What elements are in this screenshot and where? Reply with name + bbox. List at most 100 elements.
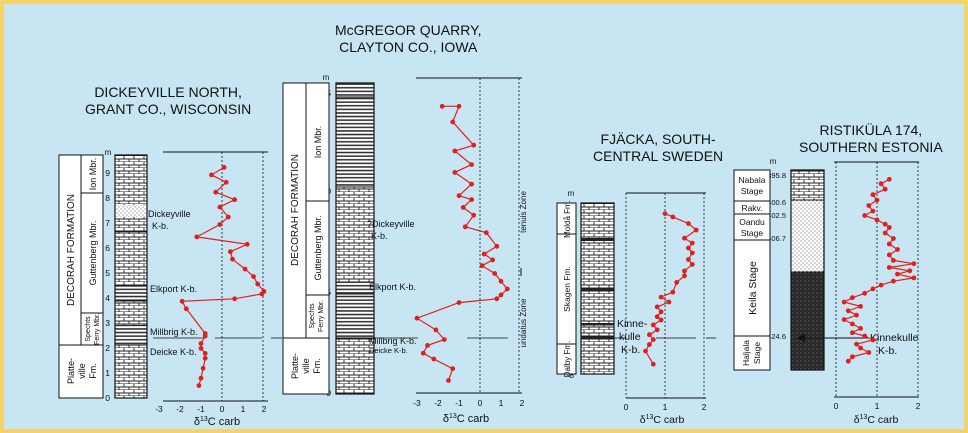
ristikula-lithology-column xyxy=(790,169,825,371)
data-point xyxy=(886,252,892,258)
mcgregor-kb-labels: ?Dickeyville K-b. Elkport K-b. Millbrig … xyxy=(367,219,508,355)
deicke-kb-label: Deicke K-b. xyxy=(150,347,197,357)
data-point xyxy=(456,103,462,109)
data-point xyxy=(200,365,206,371)
x-tick: 2 xyxy=(520,398,525,408)
mcgregor-title: McGREGOR QUARRY, CLAYTON CO., IOWA xyxy=(335,22,482,56)
data-point xyxy=(471,142,477,148)
dickeyville-depth-unit: m xyxy=(105,148,112,157)
dickeyville-panel: m 0 1 2 3 4 5 6 7 8 9 xyxy=(58,148,282,428)
data-point xyxy=(647,332,652,338)
keila-stage: Keila Stage xyxy=(747,261,759,315)
data-point xyxy=(228,249,233,255)
millbrig-kb-label: Millbrig K-b. xyxy=(150,327,198,337)
mcgregor-spechts-line2: Ferry Mbr. xyxy=(318,300,325,332)
data-point xyxy=(845,308,851,314)
data-point xyxy=(439,103,445,109)
data-point xyxy=(870,192,876,198)
dickeyville-title-line2: GRANT CO., WISCONSIN xyxy=(85,101,252,117)
dickeyville-kb-labels: Dickeyville K-b. Elkport K-b. Millbrig K… xyxy=(148,209,282,357)
rakvere-stage: Rakv. xyxy=(741,203,762,213)
data-point xyxy=(654,314,660,320)
data-point xyxy=(255,281,261,287)
depth-tick: 5 xyxy=(105,268,110,278)
haljala-stage-line1: Haljala xyxy=(741,340,751,366)
data-point xyxy=(666,299,672,305)
data-point xyxy=(866,350,872,355)
data-point xyxy=(251,274,256,279)
depth-tick: 400.6 xyxy=(767,198,786,207)
mcgregor-isotope-series xyxy=(414,103,510,383)
data-point xyxy=(202,355,208,361)
data-point xyxy=(471,212,477,218)
data-point xyxy=(895,247,900,252)
data-point xyxy=(674,280,680,285)
data-point xyxy=(886,176,892,182)
ristikula-title-line2: SOUTHERN ESTONIA xyxy=(799,139,943,155)
data-point xyxy=(854,312,859,318)
dickeyville-platteville-line2: ville xyxy=(77,363,87,379)
data-point xyxy=(225,214,231,220)
depth-tick: 4 xyxy=(105,293,110,303)
data-point xyxy=(441,337,447,342)
mcgregor-ion-member: Ion Mbr. xyxy=(313,126,323,159)
nabala-stage-line1: Nabala xyxy=(739,175,766,185)
data-point xyxy=(686,221,691,226)
elkport-kb-label: Elkport K-b. xyxy=(369,282,416,292)
dickeyville-chart: -3 -2 -1 0 1 2 δ13C carb xyxy=(155,151,268,428)
millbrig-kb-label: Millbrig K-b. xyxy=(369,336,417,346)
molda-formation: Moldå Fm. xyxy=(563,200,572,238)
dickeyville-spechts-line2: Ferry Mbr. xyxy=(94,313,101,345)
oandu-stage-line2: Stage xyxy=(741,228,763,238)
data-point xyxy=(882,186,888,192)
data-point xyxy=(870,337,876,343)
data-point xyxy=(446,378,451,383)
data-point xyxy=(850,295,855,301)
depth-tick: -8 xyxy=(566,370,574,380)
data-point xyxy=(221,165,227,170)
x-tick: 1 xyxy=(663,402,668,412)
x-tick: 0 xyxy=(624,402,629,412)
data-point xyxy=(209,172,214,178)
mcgregor-spechts-line1: Spechts xyxy=(309,303,316,329)
x-tick: 1 xyxy=(499,398,504,408)
data-point xyxy=(647,342,652,347)
mcgregor-guttenberg-member: Guttenberg Mbr. xyxy=(313,215,323,280)
mcgregor-title-line1: McGREGOR QUARRY, xyxy=(335,22,482,38)
depth-tick: 424.6 xyxy=(767,332,786,341)
data-point xyxy=(450,366,456,372)
tenuis-zone-label: tenuis Zone xyxy=(519,191,528,233)
fjacka-x-axis-label: δ13C carb xyxy=(640,414,685,426)
data-point xyxy=(682,235,687,241)
fjacka-isotope-series xyxy=(643,211,699,367)
data-point xyxy=(882,230,888,236)
data-point xyxy=(662,211,668,217)
data-point xyxy=(469,162,474,168)
dalby-formation: Dalby Fm. xyxy=(563,341,572,377)
kinnekulle-kb-label: kulle xyxy=(619,331,641,343)
ristikula-strat-boxes: Nabala Stage Rakv. Oandu Stage Keila Sta… xyxy=(733,169,771,371)
depth-tick: 9 xyxy=(105,168,110,178)
data-point xyxy=(202,333,208,339)
data-point xyxy=(845,358,851,364)
dickeyville-platteville-line1: Platte- xyxy=(66,358,76,384)
data-point xyxy=(658,294,664,300)
data-point xyxy=(854,341,859,347)
data-point xyxy=(481,251,487,257)
data-point xyxy=(450,119,456,125)
data-point xyxy=(870,286,876,292)
data-point xyxy=(862,213,868,218)
data-point xyxy=(878,282,884,288)
data-point xyxy=(425,343,430,348)
data-point xyxy=(232,197,238,203)
depth-tick: 7 xyxy=(105,218,110,228)
dickeyville-title: DICKEYVILLE NORTH, GRANT CO., WISCONSIN xyxy=(85,84,251,118)
deicke-kb-label: Deicke K-b. xyxy=(369,346,408,355)
data-point xyxy=(886,265,892,270)
dickeyville-platteville-line3: Fm. xyxy=(88,363,98,379)
dickeyville-strat-boxes: DECORAH FORMATION Ion Mbr. Guttenberg Mb… xyxy=(58,154,104,399)
fjacka-title: FJÄCKA, SOUTH- CENTRAL SWEDEN xyxy=(593,131,723,165)
fjacka-lithology-column xyxy=(580,202,615,375)
data-point xyxy=(686,245,691,251)
data-point xyxy=(670,289,676,295)
